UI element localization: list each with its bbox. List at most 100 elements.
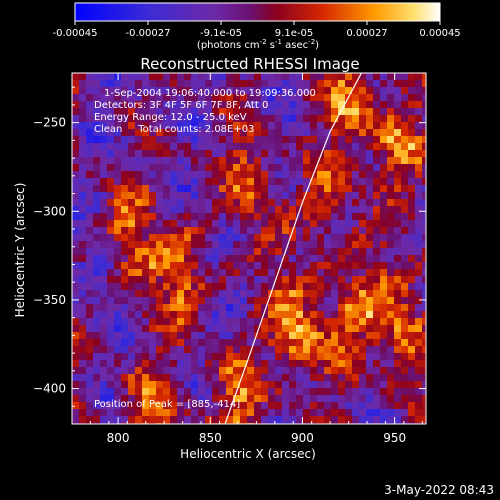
heatmap-cell xyxy=(86,269,94,277)
heatmap-cell xyxy=(121,325,129,333)
heatmap-cell xyxy=(177,192,185,200)
heatmap-cell xyxy=(72,101,80,109)
heatmap-cell xyxy=(303,129,311,137)
heatmap-cell xyxy=(408,311,416,319)
heatmap-cell xyxy=(198,332,206,340)
x-tick-label: 800 xyxy=(107,431,130,445)
heatmap-cell xyxy=(184,115,192,123)
heatmap-cell xyxy=(317,325,325,333)
heatmap-cell xyxy=(275,360,283,368)
heatmap-cell xyxy=(240,241,248,249)
heatmap-cell xyxy=(282,262,290,270)
heatmap-cell xyxy=(177,304,185,312)
heatmap-cell xyxy=(240,213,248,221)
heatmap-cell xyxy=(373,290,381,298)
heatmap-cell xyxy=(401,157,409,165)
heatmap-cell xyxy=(408,395,416,403)
heatmap-cell xyxy=(352,332,360,340)
heatmap-cell xyxy=(254,241,262,249)
heatmap-cell xyxy=(191,276,199,284)
heatmap-cell xyxy=(254,318,262,326)
heatmap-cell xyxy=(380,374,388,382)
heatmap-cell xyxy=(338,206,346,214)
heatmap-cell xyxy=(338,73,346,81)
heatmap-cell xyxy=(219,269,227,277)
heatmap-cell xyxy=(352,269,360,277)
heatmap-cell xyxy=(296,220,304,228)
heatmap-cell xyxy=(394,409,402,417)
heatmap-cell xyxy=(380,87,388,95)
heatmap-cell xyxy=(296,94,304,102)
heatmap-cell xyxy=(219,129,227,137)
heatmap-cell xyxy=(331,220,339,228)
heatmap-cell xyxy=(149,178,157,186)
heatmap-cell xyxy=(387,192,395,200)
heatmap-cell xyxy=(422,164,426,172)
heatmap-cell xyxy=(317,87,325,95)
heatmap-cell xyxy=(226,409,234,417)
heatmap-cell xyxy=(226,143,234,151)
heatmap-cell xyxy=(156,220,164,228)
heatmap-cell xyxy=(170,255,178,263)
heatmap-cell xyxy=(359,409,367,417)
heatmap-cell xyxy=(107,367,115,375)
heatmap-cell xyxy=(331,157,339,165)
heatmap-cell xyxy=(254,122,262,130)
heatmap-cell xyxy=(289,241,297,249)
heatmap-cell xyxy=(380,325,388,333)
heatmap-cell xyxy=(107,206,115,214)
heatmap-cell xyxy=(86,402,94,410)
heatmap-cell xyxy=(303,318,311,326)
heatmap-cell xyxy=(401,129,409,137)
heatmap-cell xyxy=(177,290,185,298)
heatmap-cell xyxy=(310,234,318,242)
heatmap-cell xyxy=(72,129,80,137)
heatmap-cell xyxy=(373,87,381,95)
heatmap-cell xyxy=(352,290,360,298)
heatmap-cell xyxy=(163,199,171,207)
heatmap-cell xyxy=(331,108,339,116)
heatmap-cell xyxy=(373,129,381,137)
heatmap-cell xyxy=(219,157,227,165)
heatmap-cell xyxy=(212,192,220,200)
heatmap-cell xyxy=(128,150,136,158)
heatmap-cell xyxy=(184,248,192,256)
heatmap-cell xyxy=(212,178,220,186)
heatmap-cell xyxy=(289,395,297,403)
heatmap-cell xyxy=(401,409,409,417)
heatmap-cell xyxy=(233,339,241,347)
heatmap-cell xyxy=(184,318,192,326)
heatmap-cell xyxy=(303,416,311,424)
heatmap-cell xyxy=(93,290,101,298)
heatmap-cell xyxy=(212,339,220,347)
heatmap-cell xyxy=(338,136,346,144)
heatmap-cell xyxy=(79,73,87,81)
heatmap-cell xyxy=(191,325,199,333)
heatmap-cell xyxy=(247,381,255,389)
heatmap-cell xyxy=(184,241,192,249)
heatmap-cell xyxy=(422,409,426,417)
heatmap-cell xyxy=(191,241,199,249)
heatmap-cell xyxy=(282,157,290,165)
heatmap-cell xyxy=(205,206,213,214)
heatmap-cell xyxy=(240,255,248,263)
heatmap-cell xyxy=(240,206,248,214)
heatmap-cell xyxy=(359,108,367,116)
heatmap-cell xyxy=(114,87,122,95)
heatmap-cell xyxy=(128,269,136,277)
heatmap-cell xyxy=(254,178,262,186)
heatmap-cell xyxy=(93,283,101,291)
heatmap-cell xyxy=(275,101,283,109)
heatmap-cell xyxy=(261,360,269,368)
heatmap-cell xyxy=(254,157,262,165)
heatmap-cell xyxy=(121,192,129,200)
heatmap-cell xyxy=(408,73,416,81)
heatmap-cell xyxy=(359,346,367,354)
heatmap-cell xyxy=(282,185,290,193)
heatmap-cell xyxy=(415,409,423,417)
heatmap-cell xyxy=(79,234,87,242)
heatmap-cell xyxy=(422,220,426,228)
heatmap-cell xyxy=(324,388,332,396)
heatmap-cell xyxy=(373,164,381,172)
heatmap-cell xyxy=(86,87,94,95)
